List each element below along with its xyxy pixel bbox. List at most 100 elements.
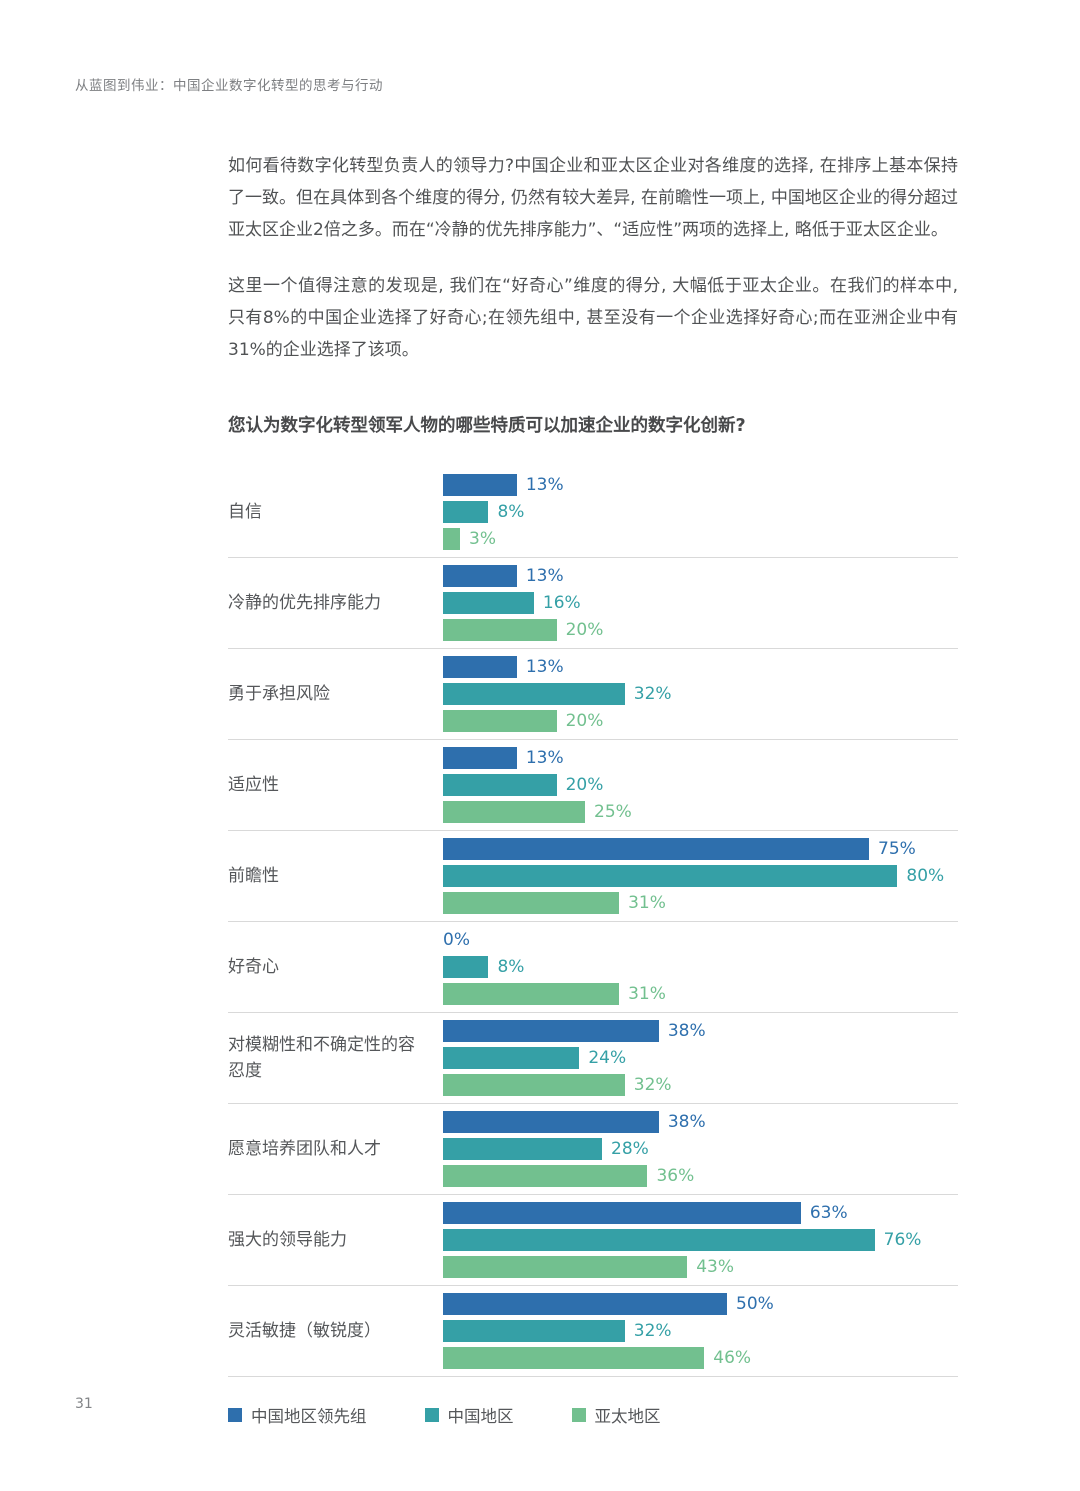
bar: [443, 1347, 705, 1369]
bar: [443, 592, 534, 614]
bar-group: 0% 8% 31%: [443, 929, 958, 1005]
bar-value-label: 20%: [565, 620, 604, 640]
paragraph-curiosity-finding: 这里一个值得注意的发现是, 我们在“好奇心”维度的得分, 大幅低于亚太企业。在我…: [228, 276, 958, 360]
bar-line: 31%: [443, 983, 958, 1005]
category-label: 强大的领导能力: [228, 1230, 347, 1250]
bar-value-label: 31%: [628, 984, 666, 1004]
bar: [443, 1111, 659, 1133]
bar-value-label: 32%: [633, 684, 672, 704]
bar-value-label: 13%: [525, 657, 564, 677]
bar-value-label: 20%: [565, 711, 604, 731]
chart-row: 冷静的优先排序能力 13% 16% 20%: [228, 558, 958, 649]
chart-row: 愿意培养团队和人才 38% 28% 36%: [228, 1104, 958, 1195]
bar: [443, 528, 461, 550]
bar-line: 32%: [443, 1320, 958, 1342]
bar-value-label: 8%: [497, 502, 525, 522]
bar-line: 25%: [443, 801, 958, 823]
bar-value-label: 43%: [696, 1257, 735, 1277]
bar-value-label: 16%: [542, 593, 581, 613]
bar-line: 20%: [443, 710, 958, 732]
category-label: 自信: [228, 502, 262, 522]
legend-item: 亚太地区: [571, 1403, 661, 1427]
page-content: 如何看待数字化转型负责人的领导力?中国企业和亚太区企业对各维度的选择, 在排序上…: [228, 150, 958, 1427]
bar: [443, 1320, 625, 1342]
bar-chart: 自信 13% 8% 3% 冷静的优先排序能力 13% 16% 20% 勇于承担风险 13% 32% 2…: [228, 467, 958, 1377]
bar-line: 24%: [443, 1047, 958, 1069]
bar: [443, 656, 517, 678]
bar-group: 13% 20% 25%: [443, 747, 958, 823]
bar-value-label: 75%: [878, 839, 916, 859]
bar-group: 13% 8% 3%: [443, 474, 958, 550]
bar-line: 8%: [443, 501, 958, 523]
chart-row: 前瞻性 75% 80% 31%: [228, 831, 958, 922]
chart-row: 自信 13% 8% 3%: [228, 467, 958, 558]
bar-line: 28%: [443, 1138, 958, 1160]
bar-value-label: 32%: [633, 1075, 672, 1095]
bar: [443, 683, 625, 705]
bar: [443, 865, 898, 887]
bar-value-label: 38%: [667, 1112, 706, 1132]
bar-line: 8%: [443, 956, 958, 978]
legend-label: 中国地区领先组: [251, 1407, 367, 1426]
bar: [443, 838, 869, 860]
bar-value-label: 25%: [594, 802, 632, 822]
bar-line: 3%: [443, 528, 958, 550]
bar-value-label: 0%: [443, 930, 470, 950]
bar-line: 38%: [443, 1020, 958, 1042]
bar-line: 13%: [443, 747, 958, 769]
bar-value-label: 36%: [656, 1166, 695, 1186]
legend-swatch-icon: [228, 1408, 242, 1422]
bar: [443, 474, 517, 496]
bar: [443, 983, 620, 1005]
bar-value-label: 63%: [809, 1203, 848, 1223]
bar: [443, 1256, 688, 1278]
bar-line: 20%: [443, 774, 958, 796]
chart-row: 勇于承担风险 13% 32% 20%: [228, 649, 958, 740]
bar: [443, 1165, 648, 1187]
paragraph-leadership-dimensions: 如何看待数字化转型负责人的领导力?中国企业和亚太区企业对各维度的选择, 在排序上…: [228, 156, 958, 240]
bar-group: 50% 32% 46%: [443, 1293, 958, 1369]
category-label: 冷静的优先排序能力: [228, 593, 381, 613]
bar-value-label: 8%: [497, 957, 525, 977]
bar: [443, 801, 585, 823]
bar-line: 46%: [443, 1347, 958, 1369]
bar-value-label: 80%: [906, 866, 945, 886]
chart-row: 适应性 13% 20% 25%: [228, 740, 958, 831]
bar: [443, 619, 557, 641]
bar-value-label: 31%: [628, 893, 666, 913]
category-label: 勇于承担风险: [228, 684, 330, 704]
bar-group: 13% 32% 20%: [443, 656, 958, 732]
bar-value-label: 13%: [525, 748, 564, 768]
bar-value-label: 3%: [469, 529, 497, 549]
bar: [443, 1020, 659, 1042]
chart-title: 您认为数字化转型领军人物的哪些特质可以加速企业的数字化创新?: [228, 416, 746, 436]
bar-group: 38% 24% 32%: [443, 1020, 958, 1096]
bar-line: 50%: [443, 1293, 958, 1315]
bar: [443, 1074, 625, 1096]
bar-value-label: 38%: [667, 1021, 706, 1041]
bar: [443, 892, 620, 914]
bar-group: 63% 76% 43%: [443, 1202, 958, 1278]
chart-row: 对模糊性和不确定性的容忍度 38% 24% 32%: [228, 1013, 958, 1104]
category-label: 适应性: [228, 775, 279, 795]
bar-line: 75%: [443, 838, 958, 860]
bar-value-label: 76%: [883, 1230, 922, 1250]
chart-row: 灵活敏捷（敏锐度） 50% 32% 46%: [228, 1286, 958, 1377]
bar-line: 63%: [443, 1202, 958, 1224]
bar: [443, 1138, 603, 1160]
legend-item: 中国地区领先组: [228, 1403, 367, 1427]
bar: [443, 1229, 875, 1251]
legend-swatch-icon: [424, 1408, 439, 1422]
bar-line: 32%: [443, 1074, 958, 1096]
page-number: 31: [75, 1396, 93, 1412]
bar-line: 43%: [443, 1256, 958, 1278]
bar: [443, 1293, 727, 1315]
bar: [443, 501, 489, 523]
bar: [443, 565, 517, 587]
category-label: 对模糊性和不确定性的容忍度: [228, 1035, 415, 1081]
chart-row: 强大的领导能力 63% 76% 43%: [228, 1195, 958, 1286]
bar-line: 16%: [443, 592, 958, 614]
bar-line: 13%: [443, 474, 958, 496]
bar-line: 20%: [443, 619, 958, 641]
bar-value-label: 50%: [736, 1294, 774, 1314]
